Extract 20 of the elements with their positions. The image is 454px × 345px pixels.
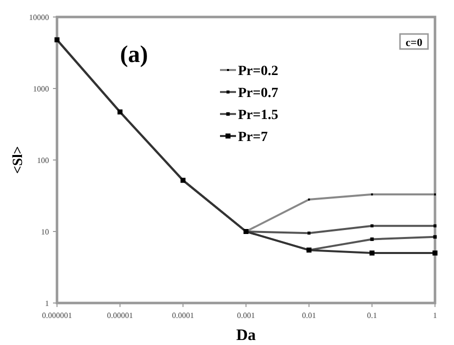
x-tick-label: 0.01 (302, 311, 316, 320)
x-tick-label: 0.000001 (42, 311, 72, 320)
legend-label: Pr=7 (238, 130, 268, 145)
x-tick-label: 0.00001 (107, 311, 133, 320)
y-tick-label: 100 (37, 156, 49, 165)
y-tick-label: 1000 (33, 84, 49, 94)
x-axis-title: Da (236, 327, 256, 344)
x-tick-label: 0.0001 (172, 311, 194, 320)
x-tick-label: 0.1 (367, 311, 377, 320)
y-tick-label: 10000 (29, 13, 49, 22)
y-tick-label: 10 (41, 228, 49, 236)
x-tick-label: 0.001 (237, 311, 255, 320)
legend-label: Pr=1.5 (238, 108, 278, 123)
y-axis-title: <Sl> (11, 146, 26, 174)
legend-label: Pr=0.2 (238, 64, 278, 79)
annotation: (a) (120, 42, 148, 68)
x-tick-label: 1 (433, 311, 437, 320)
annotation: c=0 (406, 37, 423, 49)
legend-label: Pr=0.7 (238, 86, 278, 101)
y-tick-label: 1 (45, 299, 49, 308)
